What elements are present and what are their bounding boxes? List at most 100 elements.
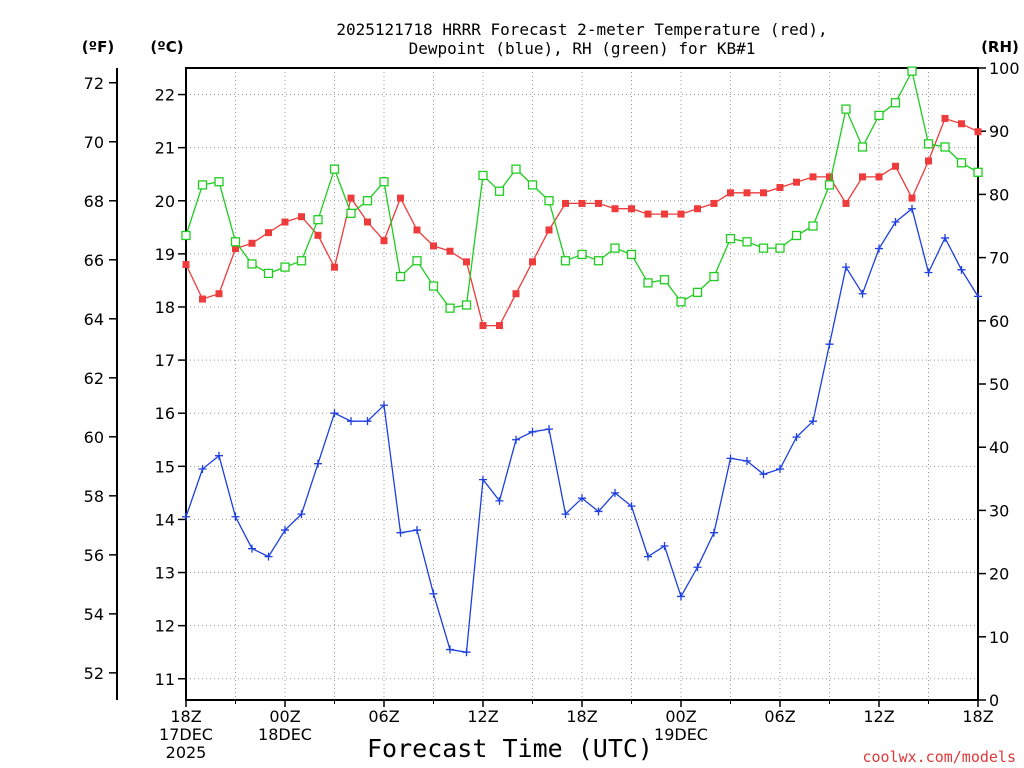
dewpoint-point — [842, 263, 850, 272]
fahrenheit-tick-label: 68 — [84, 192, 104, 211]
fahrenheit-tick-label: 66 — [84, 251, 104, 270]
dewpoint-point — [660, 541, 669, 550]
fahrenheit-tick-label: 60 — [84, 428, 104, 447]
celsius-tick-label: 15 — [155, 457, 175, 476]
dewpoint-point — [627, 502, 636, 511]
fahrenheit-tick-label: 54 — [84, 605, 104, 624]
rh-point — [362, 196, 373, 206]
dewpoint-point — [479, 475, 487, 484]
temperature-point — [248, 239, 256, 247]
time-tick-label: 18DEC — [258, 725, 312, 744]
temperature-point — [760, 189, 767, 197]
temperature-point — [413, 226, 421, 234]
dewpoint-point — [347, 417, 355, 426]
series-rh — [181, 66, 983, 313]
fahrenheit-tick-label: 62 — [84, 369, 104, 388]
dewpoint-point — [297, 510, 306, 519]
dewpoint-point — [215, 451, 223, 460]
dewpoint-point — [693, 563, 702, 572]
temperature-point — [958, 120, 965, 128]
rh-point — [742, 237, 752, 247]
dewpoint-point — [792, 433, 801, 442]
dewpoint-point — [957, 265, 966, 274]
dewpoint-point — [726, 454, 735, 463]
rh-tick-label: 0 — [989, 691, 999, 710]
temperature-point — [347, 194, 355, 202]
dewpoint-point — [281, 526, 289, 535]
dewpoint-point — [743, 457, 751, 466]
dewpoint-point — [776, 464, 784, 473]
dewpoint-point — [231, 512, 240, 521]
rh-point — [445, 303, 455, 313]
rh-point — [560, 256, 571, 266]
temperature-point — [430, 242, 437, 250]
dewpoint-point — [677, 592, 685, 601]
rh-point — [280, 262, 290, 272]
rh-point — [725, 233, 736, 244]
chart-title-line1: 2025121718 HRRR Forecast 2-meter Tempera… — [336, 20, 827, 39]
rh-point — [676, 297, 686, 307]
rh-point — [527, 180, 538, 190]
dewpoint-point — [429, 589, 438, 598]
rh-point — [626, 249, 637, 260]
fahrenheit-tick-label: 70 — [84, 133, 104, 152]
temperature-point — [512, 290, 520, 298]
dewpoint-point — [363, 417, 372, 426]
dewpoint-point — [809, 417, 817, 426]
rh-unit-label: (RH) — [981, 38, 1019, 56]
dewpoint-point — [330, 409, 339, 418]
time-tick-label: 12Z — [467, 707, 498, 726]
temperature-point — [793, 178, 800, 186]
temperature-point — [644, 210, 652, 218]
temperature-point — [694, 205, 701, 213]
rh-point — [379, 177, 389, 187]
fahrenheit-tick-label: 52 — [84, 664, 104, 683]
dewpoint-point — [891, 218, 900, 227]
dewpoint-point — [528, 427, 537, 436]
rh-tick-label: 80 — [989, 185, 1009, 204]
temperature-point — [776, 183, 784, 191]
rh-point — [659, 275, 670, 285]
temperature-point — [199, 295, 206, 303]
celsius-tick-label: 18 — [155, 298, 175, 317]
temperature-point — [446, 247, 454, 255]
rh-point — [923, 139, 934, 149]
rh-point — [181, 230, 191, 241]
rh-point — [692, 287, 703, 298]
temperature-point — [232, 245, 239, 253]
temperature-point — [875, 173, 883, 181]
temperature-point — [364, 218, 371, 226]
rh-point — [214, 177, 224, 187]
time-tick-label: 06Z — [764, 707, 795, 726]
series-line-dewpoint — [185, 207, 979, 653]
chart-title-line2: Dewpoint (blue), RH (green) for KB#1 — [409, 39, 756, 58]
celsius-tick-label: 13 — [155, 564, 175, 583]
rh-point — [593, 256, 604, 266]
temperature-point — [809, 173, 817, 181]
temperature-point — [925, 157, 932, 165]
dewpoint-point — [924, 268, 933, 277]
rh-tick-label: 30 — [989, 501, 1009, 520]
dewpoint-point — [182, 512, 190, 521]
dewpoint-point — [495, 496, 504, 505]
dewpoint-point — [198, 464, 207, 473]
celsius-tick-label: 21 — [155, 139, 175, 158]
celsius-tick-label: 19 — [155, 245, 175, 264]
temperature-point — [941, 114, 949, 122]
rh-point — [346, 208, 356, 219]
dewpoint-point — [594, 507, 603, 516]
rh-point — [412, 256, 422, 266]
rh-point — [874, 110, 884, 121]
temperature-point — [842, 199, 850, 207]
rh-point — [973, 167, 983, 177]
rh-point — [247, 259, 257, 269]
celsius-tick-label: 20 — [155, 192, 175, 211]
dewpoint-point — [858, 289, 867, 298]
celsius-tick-label: 17 — [155, 351, 175, 370]
rh-point — [841, 104, 851, 114]
rh-point — [857, 142, 868, 152]
temperature-point — [397, 194, 404, 202]
rh-point — [544, 196, 554, 206]
temperature-point — [595, 199, 602, 207]
celsius-unit-label: (ºC) — [150, 38, 183, 56]
